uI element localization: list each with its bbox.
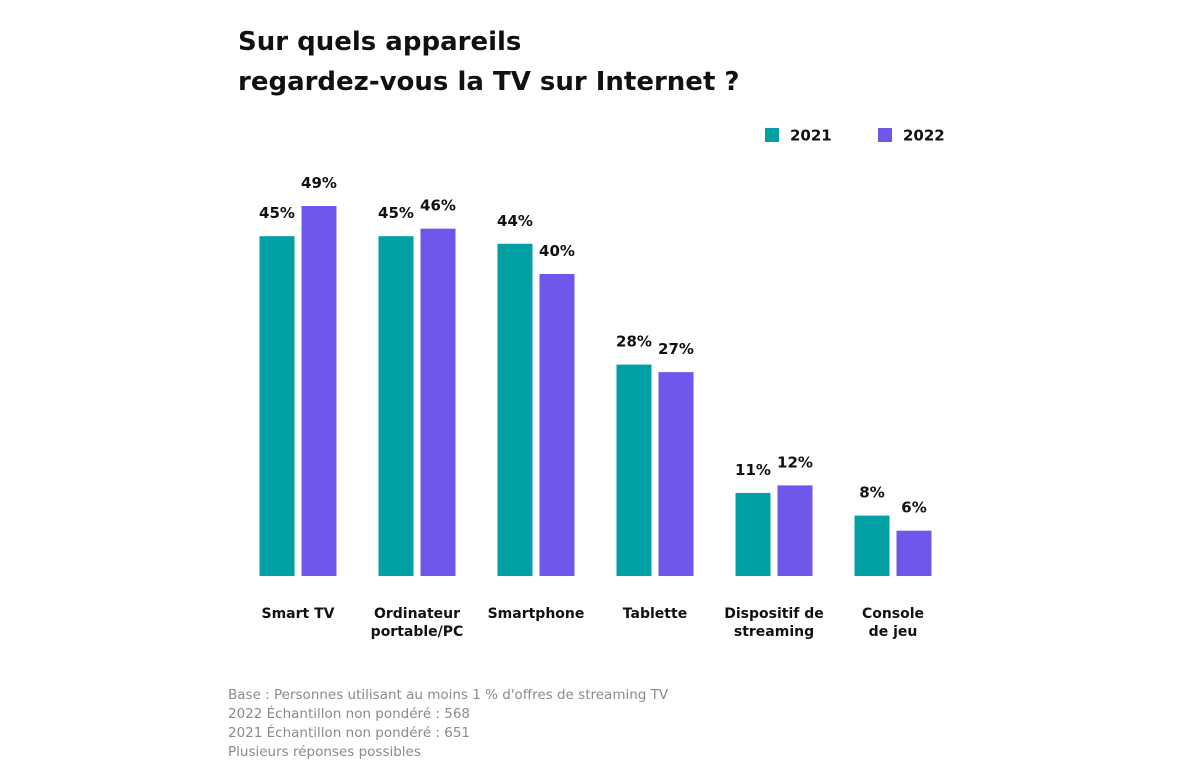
bar	[854, 515, 890, 576]
bar	[259, 236, 295, 576]
x-tick-label: Smartphone	[487, 606, 585, 622]
bar	[497, 243, 533, 576]
value-label: 45%	[259, 204, 295, 222]
value-label: 44%	[497, 212, 533, 230]
bar	[378, 236, 414, 576]
footnote: Base : Personnes utilisant au moins 1 % …	[228, 687, 669, 703]
value-label: 40%	[539, 242, 575, 260]
x-tick-label: Tablette	[622, 606, 688, 622]
legend-label: 2022	[903, 127, 945, 145]
legend-swatch	[878, 128, 892, 142]
bar	[539, 273, 575, 576]
bar	[735, 492, 771, 576]
value-label: 28%	[616, 333, 652, 351]
value-label: 46%	[420, 197, 456, 215]
value-label: 11%	[735, 461, 771, 479]
value-label: 6%	[901, 499, 926, 517]
x-tick-label: Dispositif de streaming	[724, 606, 824, 640]
bar	[896, 530, 932, 576]
legend-swatch	[765, 128, 779, 142]
footnote: Plusieurs réponses possibles	[228, 744, 421, 760]
value-label: 45%	[378, 204, 414, 222]
x-tick-label: Console de jeu	[861, 606, 925, 640]
legend-label: 2021	[790, 127, 832, 145]
bar	[658, 372, 694, 576]
x-tick-label: Ordinateur portable/PC	[370, 606, 464, 640]
chart-title: regardez-vous la TV sur Internet ?	[238, 67, 740, 97]
bar	[420, 228, 456, 576]
bar	[301, 206, 337, 576]
bar	[616, 364, 652, 576]
bar	[777, 485, 813, 576]
footnote: 2021 Échantillon non pondéré : 651	[228, 724, 470, 741]
footnote: 2022 Échantillon non pondéré : 568	[228, 705, 470, 722]
value-label: 12%	[777, 453, 813, 471]
value-label: 49%	[301, 174, 337, 192]
chart-title: Sur quels appareils	[238, 27, 521, 57]
value-label: 27%	[658, 340, 694, 358]
value-label: 8%	[859, 484, 884, 502]
x-tick-label: Smart TV	[261, 606, 335, 622]
